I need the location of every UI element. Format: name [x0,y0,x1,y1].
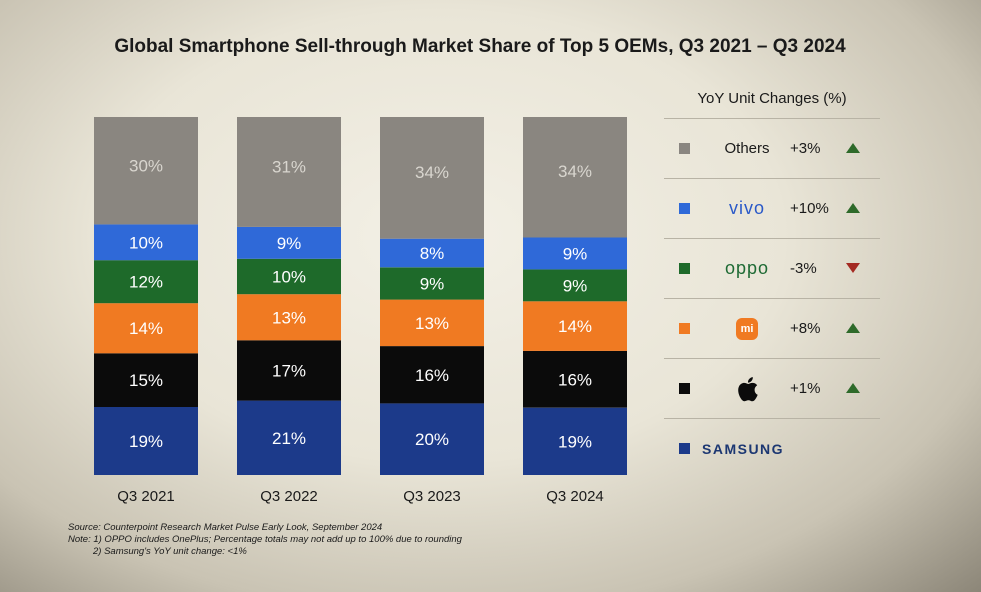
apple-logo-icon [738,376,758,401]
bar-segment-samsung-0 [94,407,198,475]
note-1: Note: 1) OPPO includes OnePlus; Percenta… [68,534,462,545]
xiaomi-brand: mi [704,299,790,358]
legend-row-xiaomi: mi +8% [664,298,880,358]
data-label-oppo-0: 12% [129,273,163,292]
bar-segment-oppo-2 [380,267,484,300]
bar-segment-vivo-2 [380,238,484,268]
data-label-vivo-2: 8% [420,244,445,263]
others-change: +3% [790,140,821,157]
bar-segment-oppo-0 [94,260,198,304]
legend-row-others: Others +3% [664,118,880,178]
data-label-xiaomi-0: 14% [129,319,163,338]
data-label-apple-1: 17% [272,361,306,380]
category-label-2: Q3 2023 [403,488,461,505]
data-label-samsung-1: 21% [272,429,306,448]
data-label-apple-3: 16% [558,370,592,389]
oppo-swatch [679,263,690,274]
apple-brand [704,359,790,418]
bar-segment-others-2 [380,117,484,239]
up-arrow-icon [846,143,860,153]
bar-segment-xiaomi-2 [380,299,484,347]
up-arrow-icon [846,323,860,333]
data-label-others-2: 34% [415,163,449,182]
data-label-oppo-1: 10% [272,268,306,287]
data-label-samsung-3: 19% [558,432,592,451]
legend-row-oppo: oppo -3% [664,238,880,298]
bar-segment-vivo-1 [237,226,341,259]
others-brand-label: Others [724,140,770,157]
data-label-xiaomi-3: 14% [558,317,592,336]
category-label-3: Q3 2024 [546,488,604,505]
bar-segment-samsung-1 [237,400,341,475]
legend-row-apple: +1% [664,358,880,418]
legend-row-vivo: vivo +10% [664,178,880,238]
oppo-logo: oppo [724,258,770,278]
data-label-oppo-3: 9% [563,276,588,295]
footnotes: Source: Counterpoint Research Market Pul… [68,522,462,558]
data-label-others-1: 31% [272,157,306,176]
source-note: Source: Counterpoint Research Market Pul… [68,522,383,533]
data-label-apple-2: 16% [415,366,449,385]
bar-segment-samsung-3 [523,407,627,475]
bar-segment-vivo-0 [94,224,198,261]
xiaomi-logo-icon: mi [736,317,758,340]
apple-swatch [679,383,690,394]
down-arrow-icon [846,263,860,273]
stacked-bar-chart: 19% 15% 14% 12% 10% 30% Q3 2021 21% 17% 13% 10% 9% 3… [94,117,627,505]
data-label-xiaomi-1: 13% [272,308,306,327]
bar-segment-xiaomi-1 [237,294,341,341]
samsung-swatch [679,443,690,454]
data-label-samsung-0: 19% [129,432,163,451]
data-label-samsung-2: 20% [415,430,449,449]
bar-segment-apple-0 [94,353,198,407]
note-2: 2) Samsung's YoY unit change: <1% [93,546,247,557]
bar-segment-xiaomi-0 [94,303,198,354]
up-arrow-icon [846,203,860,213]
data-label-others-0: 30% [129,156,163,175]
vivo-swatch [679,203,690,214]
apple-change: +1% [790,380,821,397]
bar-segment-oppo-3 [523,269,627,302]
legend: Others +3% vivo +10% oppo -3% mi +8% +1% [664,118,880,478]
bar-segment-vivo-3 [523,237,627,270]
bar-segment-others-1 [237,117,341,227]
bar-segment-apple-1 [237,340,341,401]
xiaomi-swatch [679,323,690,334]
bar-segment-xiaomi-3 [523,301,627,351]
legend-heading: YoY Unit Changes (%) [697,90,847,107]
data-label-vivo-0: 10% [129,233,163,252]
data-label-vivo-3: 9% [563,245,588,264]
legend-row-samsung: SAMSUNG [664,418,880,478]
bar-segment-samsung-2 [380,403,484,475]
data-label-vivo-1: 9% [277,234,302,253]
bar-segment-apple-3 [523,350,627,408]
bar-segment-others-3 [523,117,627,238]
vivo-change: +10% [790,200,829,217]
vivo-logo: vivo [728,198,765,218]
bar-segment-apple-2 [380,346,484,404]
chart-title: Global Smartphone Sell-through Market Sh… [114,36,846,57]
xiaomi-change: +8% [790,320,821,337]
data-label-apple-0: 15% [129,371,163,390]
category-label-0: Q3 2021 [117,488,175,505]
data-label-oppo-2: 9% [420,275,445,294]
bar-segment-others-0 [94,117,198,225]
data-label-xiaomi-2: 13% [415,314,449,333]
samsung-logo: SAMSUNG [702,440,785,457]
others-swatch [679,143,690,154]
category-label-1: Q3 2022 [260,488,318,505]
up-arrow-icon [846,383,860,393]
oppo-change: -3% [790,260,817,277]
data-label-others-3: 34% [558,162,592,181]
bar-segment-oppo-1 [237,258,341,295]
